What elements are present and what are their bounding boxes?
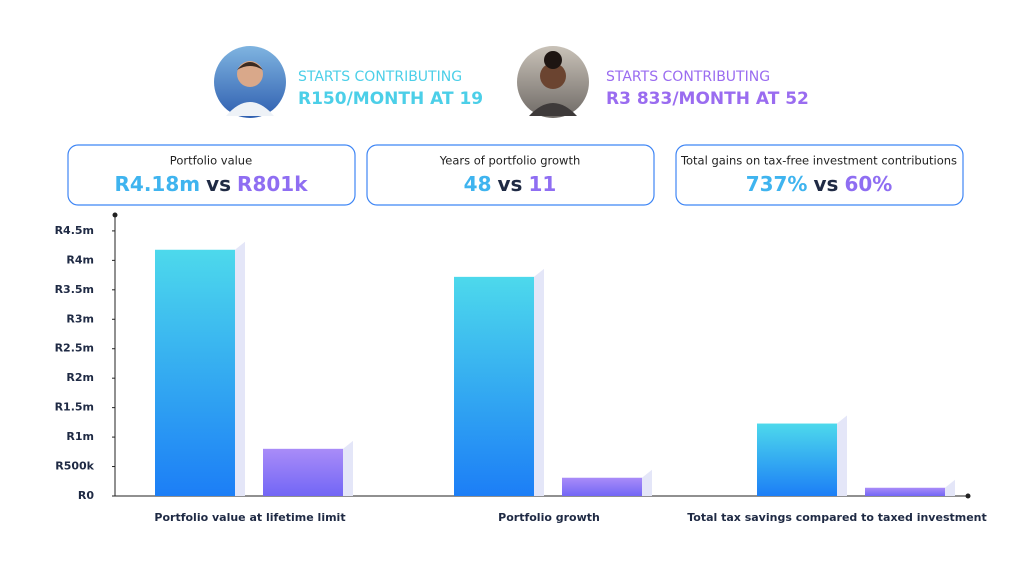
card-value-part: R801k xyxy=(237,172,308,196)
y-tick-label: R1m xyxy=(66,430,94,443)
card-value-part: vs xyxy=(206,172,231,196)
card-value-part: 11 xyxy=(528,172,556,196)
card-value: 48 vs 11 xyxy=(464,172,557,196)
axis-dot xyxy=(965,493,971,499)
bar-side xyxy=(235,241,245,496)
card-title: Years of portfolio growth xyxy=(439,154,581,168)
y-tick-label: R1.5m xyxy=(55,401,94,414)
y-tick-label: R4m xyxy=(66,253,94,266)
y-tick-label: R2m xyxy=(66,371,94,384)
profile-line1: STARTS CONTRIBUTING xyxy=(298,69,462,85)
bar xyxy=(155,249,235,496)
y-tick-label: R2.5m xyxy=(55,342,94,355)
avatar xyxy=(214,46,286,118)
x-tick-label: Portfolio value at lifetime limit xyxy=(154,511,345,524)
bar xyxy=(562,477,642,496)
bar-side xyxy=(945,479,955,496)
avatar xyxy=(517,46,589,118)
bar xyxy=(454,276,534,496)
card-value: 737% vs 60% xyxy=(746,172,893,196)
card-value-part: 48 xyxy=(464,172,492,196)
card-title: Total gains on tax-free investment contr… xyxy=(680,154,957,168)
card-value: R4.18m vs R801k xyxy=(115,172,309,196)
profile-line1: STARTS CONTRIBUTING xyxy=(606,69,770,85)
card-value-part: vs xyxy=(498,172,523,196)
card-value-part: R4.18m xyxy=(115,172,201,196)
y-tick-label: R3m xyxy=(66,312,94,325)
profile-line2: R150/MONTH AT 19 xyxy=(298,89,483,109)
bar xyxy=(757,423,837,496)
card-value-part: 60% xyxy=(844,172,892,196)
bar-side xyxy=(534,268,544,496)
axis-dot xyxy=(112,212,118,218)
card-value-part: vs xyxy=(813,172,838,196)
bar-side xyxy=(837,415,847,496)
bar xyxy=(865,487,945,496)
card-title: Portfolio value xyxy=(170,154,252,168)
y-tick-label: R4.5m xyxy=(55,224,94,237)
y-tick-label: R500k xyxy=(55,460,94,473)
card xyxy=(366,144,655,206)
bar-side xyxy=(642,469,652,496)
x-tick-label: Total tax savings compared to taxed inve… xyxy=(687,511,987,524)
card xyxy=(67,144,356,206)
card xyxy=(675,144,964,206)
bar-side xyxy=(343,440,353,496)
y-tick-label: R3.5m xyxy=(55,283,94,296)
card-value-part: 737% xyxy=(746,172,808,196)
x-tick-label: Portfolio growth xyxy=(498,511,600,524)
bar xyxy=(263,448,343,496)
y-tick-label: R0 xyxy=(78,489,94,502)
profile-line2: R3 833/MONTH AT 52 xyxy=(606,89,809,109)
